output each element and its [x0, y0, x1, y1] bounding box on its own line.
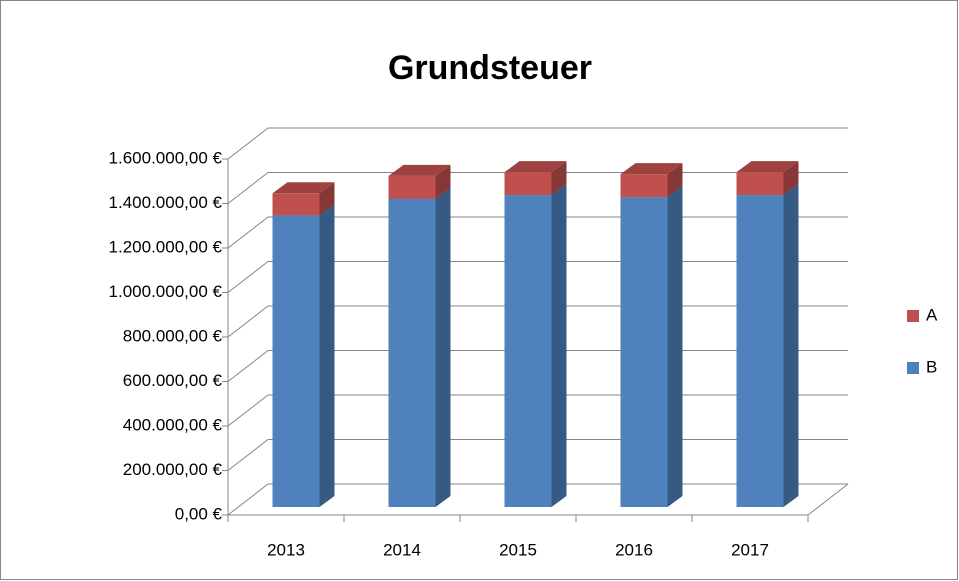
- bar: [388, 175, 436, 199]
- y-tick-label: 800.000,00 €: [123, 326, 223, 345]
- x-tick-label: 2015: [499, 540, 537, 559]
- legend-swatch: [907, 362, 919, 374]
- y-tick-label: 600.000,00 €: [123, 371, 223, 390]
- legend-label: B: [926, 357, 937, 376]
- bar: [736, 195, 784, 507]
- y-tick-label: 1.200.000,00 €: [109, 237, 223, 256]
- bar: [272, 215, 320, 507]
- bar-side: [783, 161, 799, 196]
- bar: [620, 197, 668, 507]
- x-tick-label: 2014: [383, 540, 421, 559]
- bar-top: [388, 164, 451, 176]
- y-tick-label: 1.400.000,00 €: [109, 193, 223, 212]
- bar: [504, 195, 552, 507]
- bar-side: [551, 161, 567, 196]
- legend-swatch: [907, 310, 919, 322]
- chart-title: Grundsteuer: [388, 49, 592, 87]
- bar-side: [319, 182, 335, 216]
- bar-side: [667, 186, 683, 507]
- y-tick-label: 0,00 €: [175, 504, 223, 523]
- bar-top: [272, 182, 335, 194]
- legend-label: A: [926, 305, 938, 324]
- bar: [620, 174, 668, 198]
- y-tick-label: 200.000,00 €: [123, 460, 223, 479]
- bar: [504, 172, 552, 196]
- bar-top: [620, 163, 683, 175]
- bar: [272, 193, 320, 216]
- bar-side: [783, 184, 799, 507]
- bar: [388, 198, 436, 507]
- y-tick-label: 1.600.000,00 €: [109, 148, 223, 167]
- bar-side: [667, 163, 683, 198]
- bar-side: [551, 184, 567, 507]
- x-tick-label: 2017: [731, 540, 769, 559]
- bar: [736, 172, 784, 196]
- y-tick-label: 1.000.000,00 €: [109, 282, 223, 301]
- y-tick-label: 400.000,00 €: [123, 415, 223, 434]
- x-tick-label: 2013: [267, 540, 305, 559]
- bar-top: [504, 161, 567, 173]
- bar-top: [736, 161, 799, 173]
- x-tick-label: 2016: [615, 540, 653, 559]
- bar-side: [319, 204, 335, 507]
- bar-side: [435, 164, 451, 199]
- bar-side: [435, 187, 451, 507]
- grid-line: [227, 127, 848, 160]
